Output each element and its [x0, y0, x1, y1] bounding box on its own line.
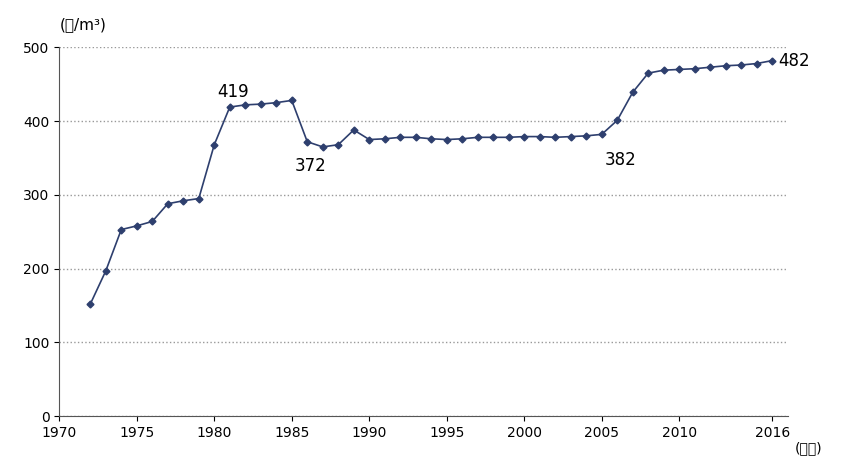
Text: 482: 482: [778, 52, 810, 70]
Text: (年度): (年度): [794, 441, 822, 455]
Text: 419: 419: [218, 83, 249, 101]
Text: 372: 372: [295, 157, 327, 175]
Text: (円/m³): (円/m³): [59, 18, 106, 33]
Text: 382: 382: [605, 150, 637, 168]
